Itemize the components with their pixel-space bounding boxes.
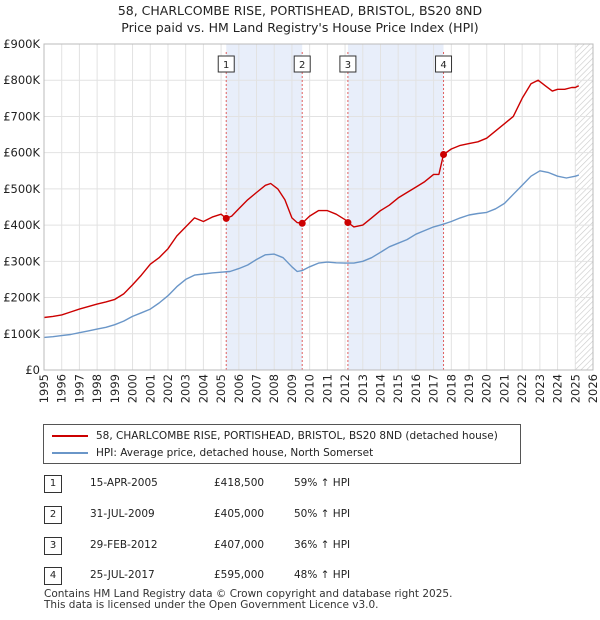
plot-frame: [43, 43, 594, 371]
transaction-price: £405,000: [214, 508, 265, 520]
transaction-hpi: 50% ↑ HPI: [294, 508, 351, 520]
y-tick-label: £600K: [3, 146, 40, 160]
x-tick-label: 2002: [161, 374, 175, 403]
chart-title-line1: 58, CHARLCOMBE RISE, PORTISHEAD, BRISTOL…: [117, 3, 483, 18]
plot-area: [44, 44, 593, 370]
sale-label: 4: [440, 60, 446, 71]
legend: 58, CHARLCOMBE RISE, PORTISHEAD, BRISTOL…: [43, 424, 521, 464]
transaction-price: £418,500: [214, 477, 265, 489]
x-tick-label: 2005: [214, 374, 228, 403]
x-tick-label: 2015: [391, 374, 405, 403]
x-tick-label: 2007: [250, 374, 264, 403]
sale-label: 1: [223, 60, 229, 71]
price-chart: 1 2 3 4 £0 £100K £200K £300K £400K £500K £600K £700…: [3, 37, 600, 403]
y-tick-label: £300K: [3, 254, 40, 268]
x-tick-label: 2019: [462, 374, 476, 403]
shaded-period: [226, 44, 303, 370]
x-tick-label: 2014: [373, 374, 387, 403]
y-tick-label: £800K: [3, 73, 40, 87]
legend-swatch-property: [52, 435, 88, 437]
sale-label: 3: [345, 60, 351, 71]
transaction-row: 3 29-FEB-2012 £407,000 36% ↑ HPI: [44, 537, 544, 555]
x-tick-label: 2016: [409, 374, 423, 403]
transaction-row: 1 15-APR-2005 £418,500 59% ↑ HPI: [44, 475, 544, 493]
x-tick-label: 1997: [72, 374, 86, 403]
x-tick-label: 2021: [497, 374, 511, 403]
transaction-marker: 4: [44, 567, 62, 585]
y-tick-label: £700K: [3, 109, 40, 123]
x-tick-label: 2018: [444, 374, 458, 403]
x-tick-label: 2013: [356, 374, 370, 403]
y-tick-label: £0: [25, 363, 40, 377]
hpi-line: [43, 170, 580, 339]
transaction-row: 4 25-JUL-2017 £595,000 48% ↑ HPI: [44, 567, 544, 585]
footer-licence: This data is licensed under the Open Gov…: [44, 599, 379, 611]
transaction-marker: 3: [44, 537, 62, 555]
transaction-date: 29-FEB-2012: [90, 539, 158, 551]
transaction-price: £407,000: [214, 539, 265, 551]
x-tick-label: 2004: [196, 374, 210, 403]
y-tick-label: £900K: [3, 37, 40, 51]
x-tick-label: 1999: [108, 374, 122, 403]
x-tick-label: 2006: [232, 374, 246, 403]
x-tick-label: 2000: [126, 374, 140, 403]
sale-point: [222, 214, 230, 222]
transaction-hpi: 48% ↑ HPI: [294, 569, 351, 581]
sale-label-box: [217, 55, 235, 73]
x-tick-label: 2025: [568, 374, 582, 403]
footer-copyright: Contains HM Land Registry data © Crown c…: [44, 588, 453, 600]
transaction-date: 25-JUL-2017: [90, 569, 155, 581]
x-tick-label: 2003: [179, 374, 193, 403]
sale-label-box: [293, 55, 311, 73]
x-tick-label: 2001: [143, 374, 157, 403]
sale-point: [440, 150, 448, 158]
x-tick-label: 1995: [37, 374, 51, 403]
x-tick-label: 2017: [427, 374, 441, 403]
transaction-price: £595,000: [214, 569, 265, 581]
chart-title-line2: Price paid vs. HM Land Registry's House …: [121, 20, 479, 35]
y-tick-label: £400K: [3, 218, 40, 232]
footer: Contains HM Land Registry data © Crown c…: [44, 589, 452, 611]
x-tick-label: 2008: [267, 374, 281, 403]
transaction-marker: 1: [44, 475, 62, 493]
x-tick-label: 2010: [303, 374, 317, 403]
y-tick-label: £200K: [3, 291, 40, 305]
sale-label-box: [339, 55, 357, 73]
x-tick-label: 2012: [338, 374, 352, 403]
property-price-line: [43, 79, 580, 319]
transaction-hpi: 36% ↑ HPI: [294, 539, 351, 551]
legend-label-property: 58, CHARLCOMBE RISE, PORTISHEAD, BRISTOL…: [96, 430, 498, 442]
legend-swatch-hpi: [52, 452, 88, 454]
sale-label: 2: [299, 60, 305, 71]
shaded-period: [347, 44, 444, 370]
transaction-hpi: 59% ↑ HPI: [294, 477, 351, 489]
x-tick-label: 2011: [320, 374, 334, 403]
x-tick-label: 2009: [285, 374, 299, 403]
x-tick-label: 1998: [90, 374, 104, 403]
y-tick-label: £500K: [3, 182, 40, 196]
x-tick-label: 2024: [551, 374, 565, 403]
sale-point: [344, 219, 352, 227]
x-tick-label: 2026: [586, 374, 600, 403]
x-tick-label: 2022: [515, 374, 529, 403]
sale-point: [298, 219, 306, 227]
x-tick-label: 1996: [55, 374, 69, 403]
legend-label-hpi: HPI: Average price, detached house, Nort…: [96, 447, 374, 459]
sale-label-box: [435, 55, 453, 73]
x-tick-label: 2023: [533, 374, 547, 403]
transaction-row: 2 31-JUL-2009 £405,000 50% ↑ HPI: [44, 506, 544, 524]
y-tick-label: £100K: [3, 327, 40, 341]
future-hatch: [575, 44, 593, 370]
transaction-date: 31-JUL-2009: [90, 508, 155, 520]
transaction-date: 15-APR-2005: [90, 477, 158, 489]
x-tick-label: 2020: [480, 374, 494, 403]
transaction-marker: 2: [44, 506, 62, 524]
